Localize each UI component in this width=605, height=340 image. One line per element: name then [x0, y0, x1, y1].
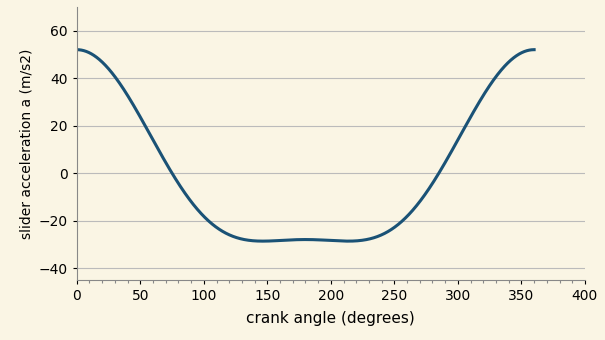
Y-axis label: slider acceleration a (m/s2): slider acceleration a (m/s2) — [19, 48, 33, 239]
X-axis label: crank angle (degrees): crank angle (degrees) — [246, 311, 415, 326]
